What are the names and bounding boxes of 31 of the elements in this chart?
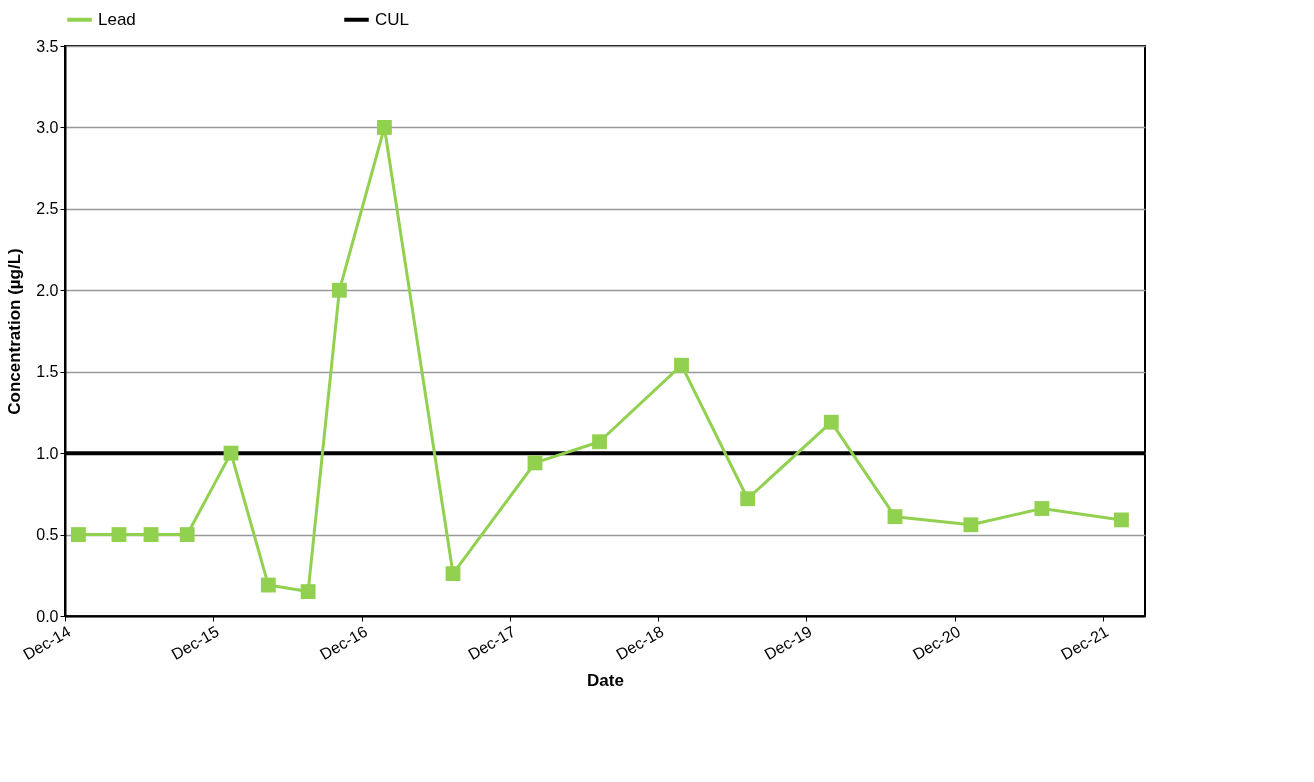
- y-tick-label: 3.5: [36, 37, 59, 55]
- y-tick-label: 3.0: [36, 118, 59, 136]
- point: [179, 527, 195, 542]
- point: [823, 414, 839, 430]
- point: [1114, 512, 1129, 528]
- point: [300, 584, 316, 599]
- y-axis-title: Concentration (µg/L): [5, 248, 25, 415]
- point: [143, 527, 159, 542]
- point: [111, 527, 127, 542]
- legend-label: Lead: [98, 9, 136, 29]
- point: [674, 357, 689, 373]
- point: [527, 455, 543, 471]
- y-tick-label: 0.5: [36, 526, 59, 544]
- point: [260, 577, 276, 593]
- point: [445, 566, 461, 582]
- y-tick-label: 1.0: [36, 444, 59, 462]
- legend-label: CUL: [375, 9, 410, 29]
- point: [963, 517, 979, 533]
- point: [1034, 501, 1050, 516]
- y-tick-label: 1.5: [36, 363, 59, 381]
- point: [223, 445, 239, 461]
- x-axis-title: Date: [587, 671, 624, 691]
- y-tick-label: 2.0: [36, 281, 59, 299]
- point: [331, 282, 347, 298]
- y-tick-label: 2.5: [36, 200, 59, 218]
- point: [70, 527, 86, 542]
- point: [740, 491, 756, 507]
- point: [377, 120, 392, 135]
- point: [592, 434, 607, 450]
- point: [887, 509, 903, 525]
- y-tick-label: 0.0: [36, 607, 59, 625]
